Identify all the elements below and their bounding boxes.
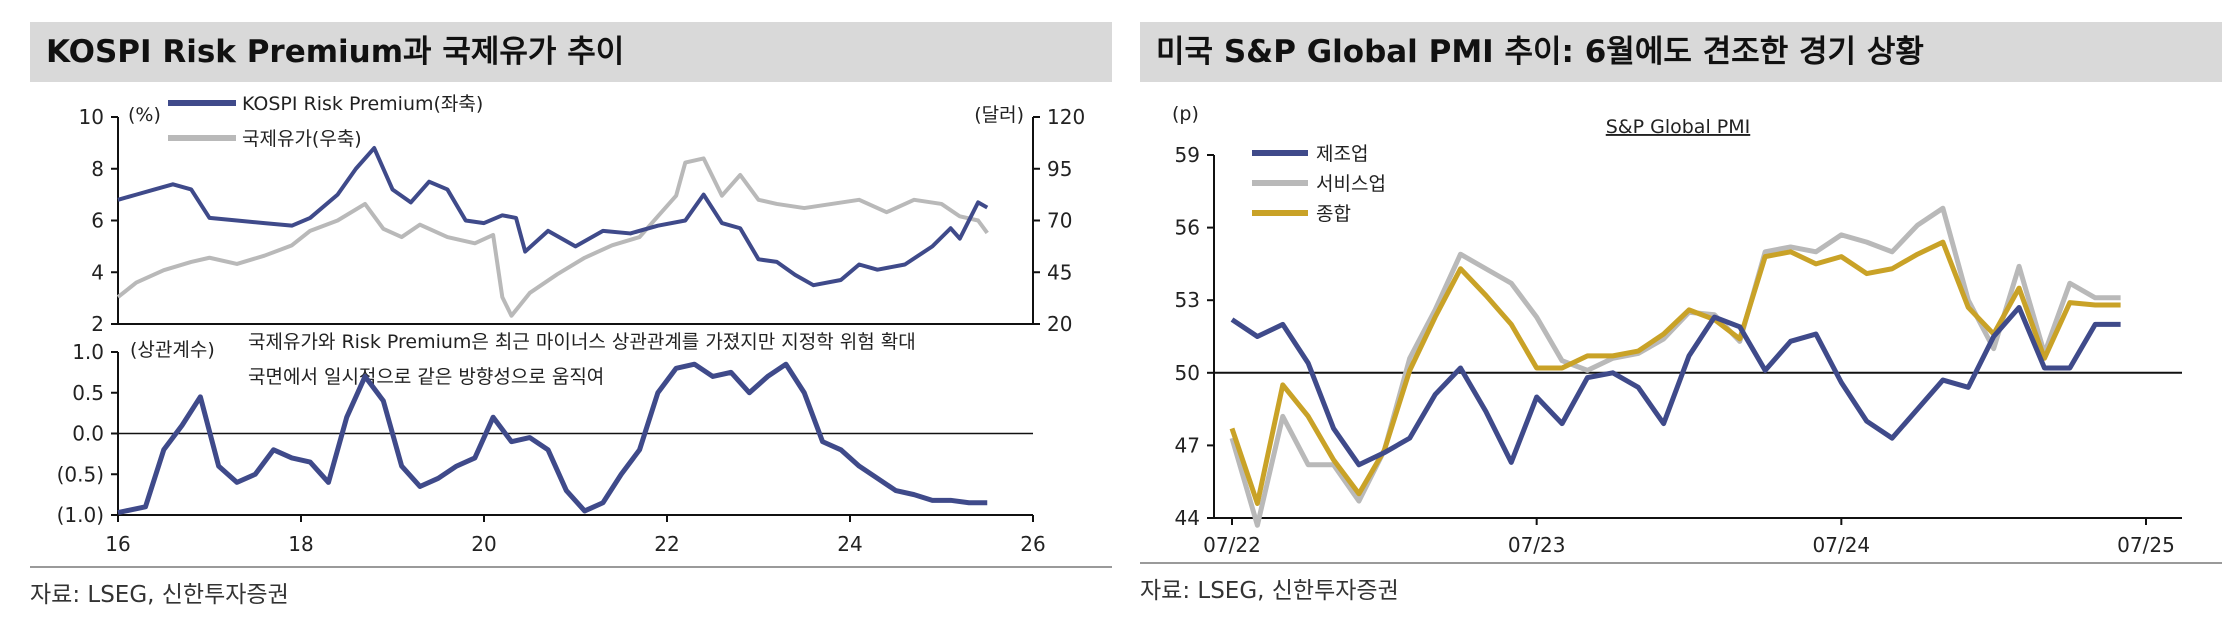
pmi-x-tick-label: 07/25 bbox=[2117, 533, 2175, 557]
right-tick-label: 95 bbox=[1047, 157, 1072, 181]
left-source-rule bbox=[30, 566, 1112, 568]
left-tick-label: 4 bbox=[91, 260, 104, 284]
right-unit-label: (달러) bbox=[974, 104, 1024, 126]
pmi-tick-label: 59 bbox=[1175, 143, 1200, 167]
right-tick-label: 120 bbox=[1047, 105, 1085, 129]
year-tick-label: 22 bbox=[654, 532, 679, 556]
right-tick-label: 20 bbox=[1047, 312, 1072, 336]
pmi-tick-label: 50 bbox=[1175, 361, 1200, 385]
right-source: 자료: LSEG, 신한투자증권 bbox=[1140, 578, 1399, 604]
left-unit-label: (%) bbox=[128, 104, 161, 126]
right-panel-title: 미국 S&P Global PMI 추이: 6월에도 견조한 경기 상황 bbox=[1140, 22, 2222, 82]
left-source: 자료: LSEG, 신한투자증권 bbox=[30, 582, 289, 608]
legend-label-services: 서비스업 bbox=[1316, 173, 1386, 195]
annotation-line-1: 국제유가와 Risk Premium은 최근 마이너스 상관관계를 가졌지만 지… bbox=[248, 331, 916, 353]
legend-label-oil: 국제유가(우축) bbox=[242, 128, 362, 150]
pmi-x-tick-label: 07/23 bbox=[1508, 533, 1566, 557]
pmi-tick-label: 53 bbox=[1175, 288, 1200, 312]
pmi-x-tick-label: 07/24 bbox=[1813, 533, 1871, 557]
left-tick-label: 6 bbox=[91, 209, 104, 233]
right-tick-label: 70 bbox=[1047, 209, 1072, 233]
oil-price-line bbox=[116, 156, 989, 318]
correlation-tick-label: 1.0 bbox=[72, 340, 104, 364]
pmi-x-tick-label: 07/22 bbox=[1203, 533, 1261, 557]
legend-label-composite: 종합 bbox=[1316, 203, 1351, 225]
pmi-tick-label: 56 bbox=[1175, 216, 1200, 240]
annotation-line-2: 국면에서 일시적으로 같은 방향성으로 움직여 bbox=[248, 366, 604, 388]
pmi-tick-label: 47 bbox=[1175, 433, 1200, 457]
correlation-tick-label: (1.0) bbox=[57, 503, 104, 527]
right-source-rule bbox=[1140, 562, 2222, 564]
left-tick-label: 8 bbox=[91, 157, 104, 181]
left-tick-label: 10 bbox=[79, 105, 104, 129]
composite-pmi-line bbox=[1229, 239, 2121, 506]
year-tick-label: 20 bbox=[471, 532, 496, 556]
correlation-tick-label: 0.5 bbox=[72, 381, 104, 405]
pmi-unit-label: (p) bbox=[1172, 103, 1199, 125]
right-tick-label: 45 bbox=[1047, 260, 1072, 284]
legend-label-kospi: KOSPI Risk Premium(좌축) bbox=[242, 93, 483, 115]
year-tick-label: 18 bbox=[288, 532, 313, 556]
year-tick-label: 26 bbox=[1020, 532, 1045, 556]
pmi-tick-label: 44 bbox=[1175, 506, 1200, 530]
correlation-tick-label: 0.0 bbox=[72, 422, 104, 446]
year-tick-label: 16 bbox=[105, 532, 130, 556]
left-tick-label: 2 bbox=[91, 312, 104, 336]
manufacturing-pmi-line bbox=[1230, 304, 2121, 468]
left-panel-title: KOSPI Risk Premium과 국제유가 추이 bbox=[30, 22, 1112, 82]
services-pmi-line bbox=[1229, 205, 2121, 528]
year-tick-label: 24 bbox=[837, 532, 862, 556]
kospi-risk-premium-line bbox=[117, 146, 989, 288]
correlation-line bbox=[117, 361, 988, 516]
correlation-tick-label: (0.5) bbox=[57, 462, 104, 486]
pmi-chart-title: S&P Global PMI bbox=[1606, 116, 1750, 138]
correlation-axis-label: (상관계수) bbox=[130, 339, 215, 361]
legend-label-manufacturing: 제조업 bbox=[1316, 143, 1368, 165]
